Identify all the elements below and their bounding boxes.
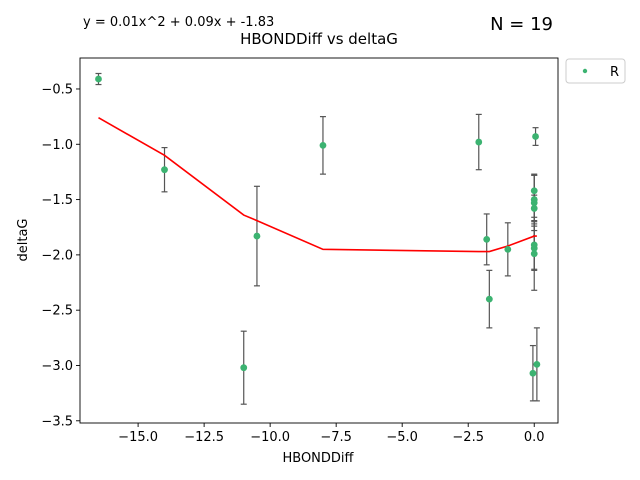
y-axis: −3.5 −3.0 −2.5 −2.0 −1.5 −1.0 −0.5 xyxy=(41,82,80,429)
data-point xyxy=(533,360,541,368)
data-points xyxy=(95,75,541,377)
data-point xyxy=(483,235,491,243)
y-tick-label: −0.5 xyxy=(41,82,73,97)
data-point xyxy=(504,245,512,253)
data-point xyxy=(240,364,248,372)
x-tick-label: −10.0 xyxy=(250,430,290,445)
data-point xyxy=(530,244,538,252)
x-tick-label: −2.5 xyxy=(452,430,484,445)
legend-label: R xyxy=(610,65,619,80)
plot-frame xyxy=(79,57,559,424)
n-count-label: N = 19 xyxy=(490,14,553,35)
y-tick-label: −3.5 xyxy=(41,414,73,429)
x-tick-label: −7.5 xyxy=(320,430,352,445)
fit-line xyxy=(98,117,537,253)
x-tick-label: −5.0 xyxy=(386,430,418,445)
data-point xyxy=(530,187,538,195)
legend-box xyxy=(565,58,626,84)
legend: R xyxy=(565,58,626,84)
legend-marker xyxy=(582,68,588,74)
data-point xyxy=(532,133,539,140)
data-point xyxy=(485,295,493,303)
x-axis-title: HBONDDiff xyxy=(282,451,354,466)
data-point xyxy=(530,199,538,207)
x-tick-label: −15.0 xyxy=(118,430,158,445)
data-point xyxy=(253,232,261,240)
data-point xyxy=(530,250,538,258)
y-axis-title: deltaG xyxy=(16,219,31,262)
y-tick-label: −1.5 xyxy=(41,193,73,208)
data-point xyxy=(161,166,168,174)
x-axis: −15.0 −12.5 −10.0 −7.5 −5.0 −2.5 0.0 xyxy=(118,423,545,445)
x-tick-label: −12.5 xyxy=(184,430,224,445)
x-tick-label: 0.0 xyxy=(524,430,545,445)
data-point xyxy=(95,75,102,83)
data-point xyxy=(529,369,537,377)
data-point xyxy=(475,138,483,146)
fit-equation: y = 0.01x^2 + 0.09x + -1.83 xyxy=(83,15,274,30)
y-tick-label: −2.0 xyxy=(41,248,73,263)
data-point xyxy=(319,141,327,149)
chart-title: HBONDDiff vs deltaG xyxy=(240,30,398,48)
y-tick-label: −2.5 xyxy=(41,304,73,319)
data-point xyxy=(530,205,538,212)
y-tick-label: −3.0 xyxy=(41,359,73,374)
y-tick-label: −1.0 xyxy=(41,138,73,153)
